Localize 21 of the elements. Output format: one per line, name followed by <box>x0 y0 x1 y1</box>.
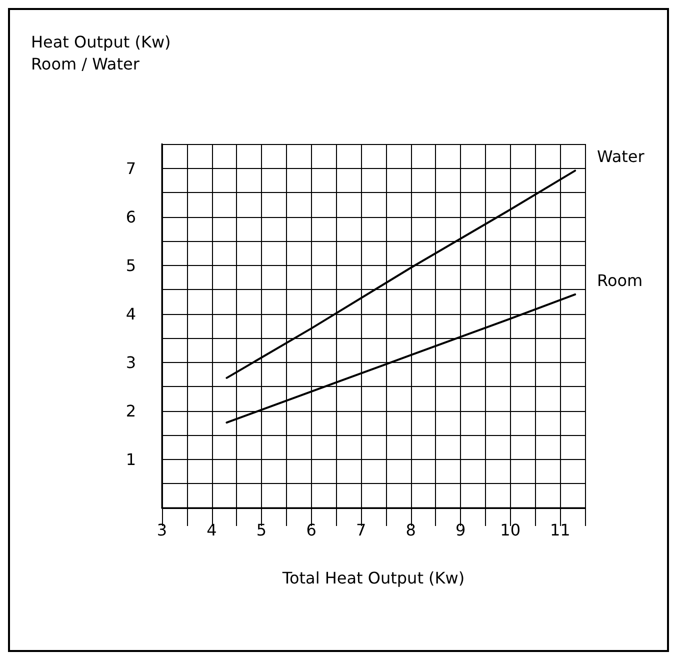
line-series <box>226 293 576 424</box>
series-label: Room <box>597 270 643 290</box>
x-axis-title: Total Heat Output (Kw) <box>281 568 465 588</box>
x-tick-label: 5 <box>256 520 267 540</box>
x-tick-label: 3 <box>156 520 168 540</box>
y-axis-title: Heat Output (Kw) Room / Water <box>31 32 171 74</box>
y-tick-label: 2 <box>126 401 136 420</box>
y-tick-label: 1 <box>126 450 136 469</box>
y-tick-label: 7 <box>126 158 136 178</box>
x-tick-label: 9 <box>455 520 466 540</box>
x-tick-label: 7 <box>356 520 366 540</box>
x-tick-label: 6 <box>306 520 316 540</box>
x-tick-label: 11 <box>550 520 570 540</box>
series-label: Water <box>597 147 645 166</box>
y-tick-label: 4 <box>126 304 136 324</box>
x-tick-label: 10 <box>500 520 521 540</box>
y-tick-label: 6 <box>126 207 136 226</box>
x-tick-label: 8 <box>406 520 416 540</box>
y-tick-label: 3 <box>126 352 136 372</box>
line-series <box>226 170 576 379</box>
y-tick-label: 5 <box>126 256 136 275</box>
